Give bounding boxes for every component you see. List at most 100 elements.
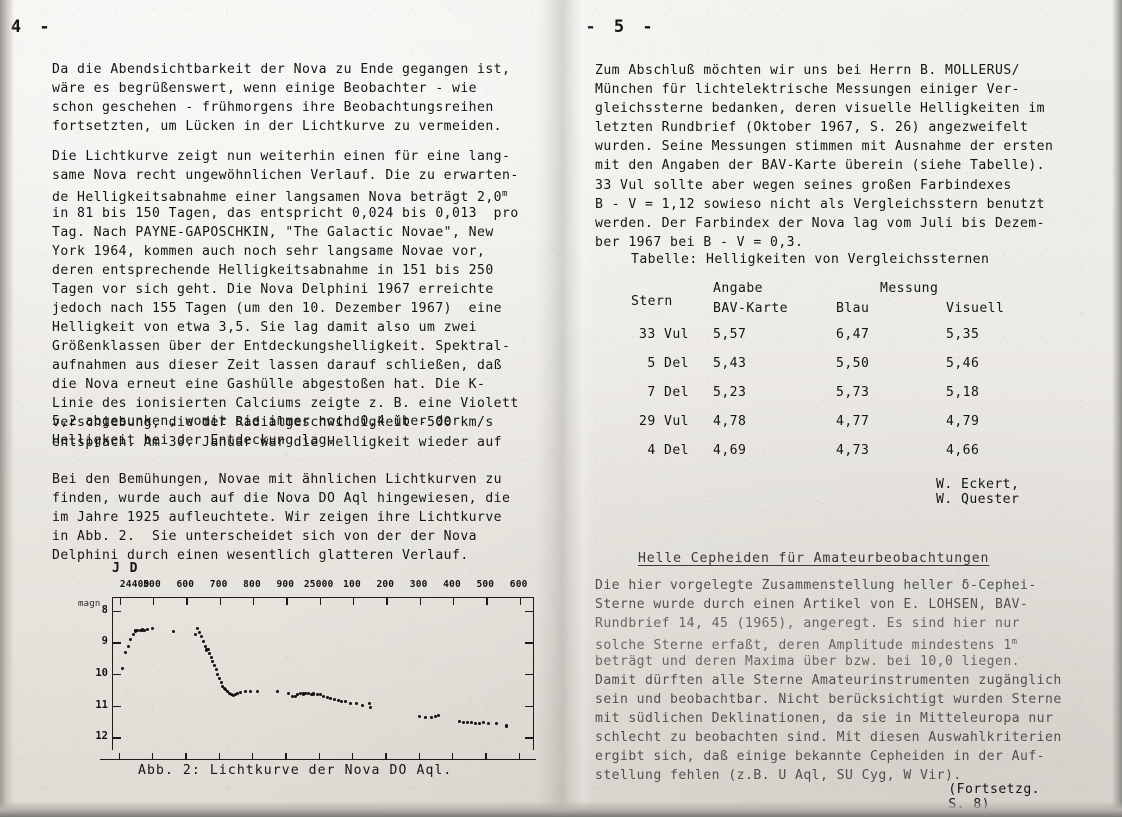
x-tick-bottom [218, 753, 221, 760]
x-tick-bottom [252, 753, 254, 760]
data-point [418, 714, 422, 719]
group-header-messung: Messung [880, 281, 939, 297]
data-point [433, 714, 437, 719]
data-point [275, 689, 279, 693]
x-tick-bottom [285, 753, 287, 760]
table-cell: 5,73 [836, 385, 870, 401]
col-header-visuell: Visuell [946, 301, 1005, 317]
data-point [312, 692, 316, 696]
x-tick-label: 200 [376, 579, 395, 590]
folio-right: - 5 - [585, 17, 657, 37]
y-tick-right [525, 674, 533, 676]
data-point [315, 693, 319, 697]
table-cell: 6,47 [836, 327, 870, 343]
x-tick-bottom [485, 753, 487, 760]
continuation-note: (Fortsetzg. S. 8) [948, 782, 1040, 812]
data-point [136, 628, 140, 632]
right-paragraph-2-d: Damit dürften alle Sterne Amateurinstrum… [595, 673, 1062, 784]
data-point [318, 692, 322, 696]
table-cell: 5,57 [713, 327, 747, 343]
x-tick [253, 598, 255, 605]
x-tick [153, 598, 155, 605]
y-axis-label: magn [78, 599, 101, 609]
data-point [133, 629, 137, 633]
amp-text: solche Sterne erfaßt, deren Amplitude mi… [595, 638, 1012, 653]
figure-caption: Abb. 2: Lichtkurve der Nova DO Aql. [138, 763, 453, 778]
data-point [344, 700, 348, 704]
data-point [367, 701, 371, 705]
data-point [219, 681, 223, 685]
data-point [214, 668, 218, 672]
x-tick [386, 598, 388, 605]
y-tick [113, 674, 121, 676]
data-point [368, 706, 372, 710]
paragraph-2-part-d: Helligkeit von etwa 3,5. Sie lag damit a… [52, 320, 519, 450]
table-row: 29 Vul 4,78 4,77 4,79 [631, 414, 989, 443]
data-point [206, 647, 210, 651]
x-tick-label: 900 [276, 579, 295, 590]
table-cell: 4,78 [713, 414, 747, 430]
table-cell: 5,46 [946, 356, 980, 372]
data-point [221, 685, 225, 689]
data-point [322, 694, 326, 698]
data-point [336, 699, 340, 703]
data-point [212, 663, 216, 667]
x-tick [519, 598, 522, 605]
data-point [436, 714, 440, 718]
x-tick-label: 300 [409, 579, 428, 590]
data-point [360, 704, 364, 708]
paragraph-2-part-e: 5,2 abgesunken, womit sie immer noch 0,4… [52, 414, 461, 449]
y-tick-right [525, 610, 533, 613]
data-point [203, 644, 207, 648]
data-point [301, 692, 305, 696]
scan-edge-left [0, 0, 14, 817]
right-paragraph-2-a: Die hier vorgelegte Zusammenstellung hel… [595, 578, 1037, 613]
table-body: 33 Vul 5,57 6,47 5,35 5 Del 5,43 5,50 5,46 7 Del… [631, 327, 989, 472]
scan-edge-right [1112, 0, 1122, 817]
data-point [225, 689, 229, 693]
x-tick [219, 598, 222, 605]
data-point [424, 715, 428, 719]
data-point [462, 720, 466, 724]
right-paragraph-2-ref: Rundbrief 14, 45 (1965), angeregt. Es si… [595, 614, 1095, 633]
y-tick-label: 11 [95, 698, 108, 711]
data-point [231, 694, 235, 698]
col-header-blau: Blau [836, 301, 870, 317]
data-point [236, 692, 240, 696]
data-point [202, 639, 206, 643]
y-tick-right [525, 642, 533, 644]
paragraph-2-part-b: de Helligkeitsabnahme einer langsamen No… [52, 185, 572, 207]
data-point [482, 721, 486, 725]
data-point [126, 644, 130, 648]
y-tick [113, 642, 121, 644]
data-point [296, 693, 300, 697]
data-point [243, 690, 247, 694]
data-point [224, 688, 228, 692]
paragraph-2-part-a: Die Lichtkurve zeigt nun weiterhin einen… [52, 149, 519, 184]
data-point [120, 666, 124, 670]
data-point [227, 692, 231, 696]
data-point [150, 626, 154, 630]
folio-left: - 4 - [0, 17, 54, 37]
table-cell: 7 Del [647, 385, 689, 401]
data-point [131, 632, 135, 636]
data-point [222, 687, 226, 691]
data-point [207, 652, 211, 656]
data-point [494, 721, 498, 725]
x-tick-label: 400 [443, 579, 461, 590]
x-tick-bottom [452, 753, 454, 760]
x-tick [186, 598, 188, 605]
data-point [193, 632, 197, 636]
table-cell: 4,66 [946, 443, 980, 459]
magnitude-superscript-1: m [502, 189, 508, 199]
x-axis-label: J D [112, 561, 139, 576]
data-point [474, 721, 478, 725]
data-point [306, 692, 310, 696]
table-cell: 5,35 [946, 327, 980, 343]
x-tick [119, 598, 122, 605]
table-cell: 4,79 [946, 414, 980, 430]
data-point [146, 628, 150, 632]
x-tick-label: 24400 [119, 579, 150, 590]
table-cell: 5,50 [836, 356, 870, 372]
table-grid: Angabe Messung Stern BAV-Karte Blau Visu… [631, 281, 1004, 472]
